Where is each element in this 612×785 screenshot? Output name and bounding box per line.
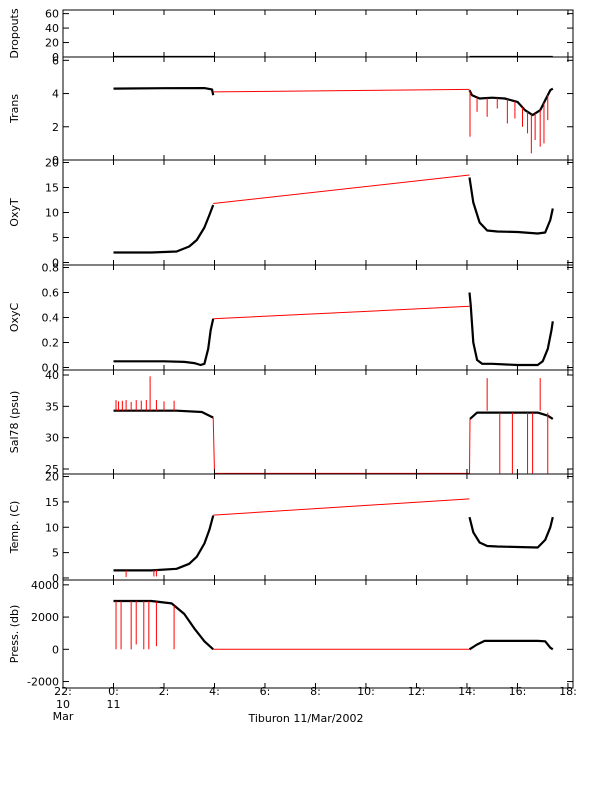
x-tick-label: 22: <box>54 685 72 698</box>
interp-line <box>213 498 470 516</box>
y-axis-title-oxyt: OxyT <box>8 198 21 227</box>
x-tick-sublabel: Mar <box>53 710 74 723</box>
y-tick-label: 40 <box>45 22 59 35</box>
data-line <box>468 177 554 235</box>
x-tick-label: 16: <box>509 685 527 698</box>
x-tick-sublabel: 11 <box>106 698 120 711</box>
panel-frame-oxyc <box>62 264 574 371</box>
y-tick-label: 0.2 <box>42 337 60 350</box>
data-line <box>113 515 215 572</box>
panel-temp: 0 5 10 15 20 Temp. (C) <box>8 471 574 585</box>
y-tick-label: 0.4 <box>42 312 60 325</box>
interp-line <box>213 88 470 93</box>
y-tick-label: 10 <box>45 521 59 534</box>
y-tick-label: 2 <box>52 121 59 134</box>
y-tick-label: 30 <box>45 432 59 445</box>
panel-frame-oxyt <box>62 159 574 266</box>
y-tick-label: 40 <box>45 369 59 382</box>
panel-press: -2000 0 2000 4000 Press. (db) <box>8 579 574 689</box>
y-tick-label: 5 <box>52 547 59 560</box>
panel-sal78: 25 30 35 40 Sal78 (psu) <box>8 369 574 476</box>
panel-oxyc: 0.0 0.2 0.4 0.6 0.8 OxyC <box>8 262 574 375</box>
x-tick-label: 14: <box>458 685 476 698</box>
data-line <box>113 318 215 367</box>
y-tick-label: 0.6 <box>42 287 60 300</box>
data-line <box>113 409 214 419</box>
interp-line <box>212 417 471 474</box>
x-tick-label: 10: <box>357 685 375 698</box>
data-line <box>468 639 554 651</box>
y-tick-label: 20 <box>45 471 59 484</box>
panel-frame-sal78 <box>62 369 574 475</box>
x-tick-label: 18: <box>559 685 577 698</box>
y-tick-label: 25 <box>45 463 59 476</box>
panel-plot-oxyt <box>113 174 554 254</box>
x-tick-sublabel: 10 <box>56 698 70 711</box>
chart-panels: 0204060Dropouts0246Trans05101520OxyT0.00… <box>8 8 574 689</box>
y-tick-label: 4 <box>52 88 59 101</box>
y-tick-label: 4000 <box>31 579 59 592</box>
panel-frame-dropouts <box>62 9 574 58</box>
y-tick-label: 20 <box>45 157 59 170</box>
panel-frame-temp <box>62 473 574 581</box>
y-tick-label: 60 <box>45 8 59 21</box>
y-axis-title-trans: Trans <box>8 94 21 124</box>
y-tick-label: 0 <box>52 257 59 270</box>
panel-frame-trans <box>62 56 574 161</box>
y-tick-label: 0.0 <box>42 362 60 375</box>
y-axis-title-sal78: Sal78 (psu) <box>8 391 21 454</box>
x-axis-title: Tiburon 11/Mar/2002 <box>247 712 363 725</box>
x-tick-label: 2: <box>159 685 170 698</box>
interp-line <box>213 305 470 320</box>
y-axis-title-dropouts: Dropouts <box>8 8 21 58</box>
panel-plot-trans <box>113 86 554 154</box>
y-tick-label: 20 <box>45 37 59 50</box>
y-tick-label: 35 <box>45 400 59 413</box>
y-tick-label: 0 <box>52 643 59 656</box>
panel-plot-press <box>113 599 554 651</box>
x-tick-label: 4: <box>209 685 220 698</box>
data-line <box>113 86 215 96</box>
y-tick-label: 0 <box>52 154 59 167</box>
x-tick-label: 12: <box>408 685 426 698</box>
y-tick-label: 15 <box>45 182 59 195</box>
panel-oxyt: 0 5 10 15 20 OxyT <box>8 157 574 270</box>
x-tick-label: 0: <box>108 685 119 698</box>
y-axis-title-temp: Temp. (C) <box>8 501 21 555</box>
panel-plot-oxyc <box>113 292 554 367</box>
y-tick-label: 5 <box>52 232 59 245</box>
data-line <box>468 516 554 549</box>
x-tick-label: 8: <box>310 685 321 698</box>
x-tick-label: 6: <box>260 685 271 698</box>
y-tick-label: 0.8 <box>42 262 60 275</box>
panel-frame-press <box>62 579 574 689</box>
y-tick-label: 6 <box>52 54 59 67</box>
panel-trans: 0 2 4 6 Trans <box>8 54 574 167</box>
y-tick-label: 10 <box>45 207 59 220</box>
y-tick-label: 0 <box>52 572 59 585</box>
data-line <box>113 599 214 651</box>
panel-plot-temp <box>113 498 554 577</box>
data-line <box>469 411 554 420</box>
data-line <box>468 292 554 367</box>
y-axis-title-oxyc: OxyC <box>8 303 21 333</box>
interp-line <box>213 174 470 204</box>
data-line <box>468 87 554 117</box>
data-line <box>113 204 215 254</box>
y-axis-title-press: Press. (db) <box>8 605 21 664</box>
panel-plot-sal78 <box>113 376 554 474</box>
y-tick-label: -2000 <box>27 676 59 689</box>
y-tick-label: 15 <box>45 496 59 509</box>
y-tick-label: 0 <box>52 51 59 64</box>
y-tick-label: 2000 <box>31 611 59 624</box>
